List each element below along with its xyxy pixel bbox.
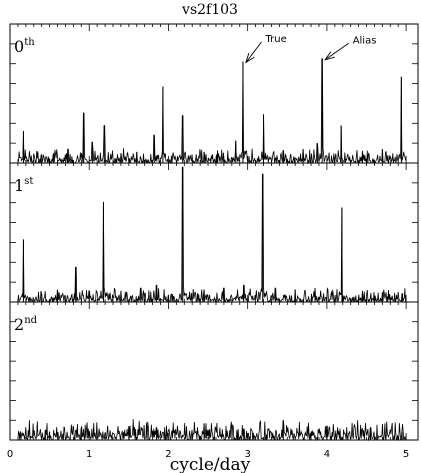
chart-title: vs2f103 (181, 2, 238, 18)
panel-label-sup: nd (24, 315, 37, 326)
panel-frame (9, 301, 419, 441)
x-tick-labels: 0 1 2 3 4 5 (7, 449, 409, 460)
x-tick-label: 3 (244, 449, 250, 460)
annotation-label: Alias (353, 35, 377, 46)
panel-0: 0th True Alias (9, 23, 419, 165)
x-tick-label: 0 (7, 449, 13, 460)
annotation-arrowhead (324, 51, 335, 61)
x-tick-label: 4 (324, 449, 330, 460)
annotation-arrow (245, 41, 262, 63)
x-axis-label: cycle/day (170, 455, 251, 473)
x-tick-label: 2 (165, 449, 171, 460)
annotation-arrowhead (245, 52, 255, 64)
panel-label-sup: th (24, 37, 35, 48)
periodogram-line (17, 419, 407, 442)
panel-frame (9, 162, 419, 303)
panel-label: 1st (14, 176, 33, 195)
panel-label: 2nd (14, 315, 38, 334)
x-tick-label: 1 (86, 449, 92, 460)
panel-label: 0th (14, 37, 35, 56)
panels-group: 0th True Alias 1st 2nd (9, 23, 419, 442)
annotation-arrow (324, 42, 349, 61)
periodogram-line (17, 58, 407, 165)
annotation-label: True (265, 34, 287, 45)
panel-label-sup: st (24, 176, 33, 187)
panel-1: 1st (9, 162, 419, 304)
periodogram-line (17, 166, 407, 304)
panel-2: 2nd (9, 301, 419, 442)
x-tick-label: 5 (403, 449, 409, 460)
